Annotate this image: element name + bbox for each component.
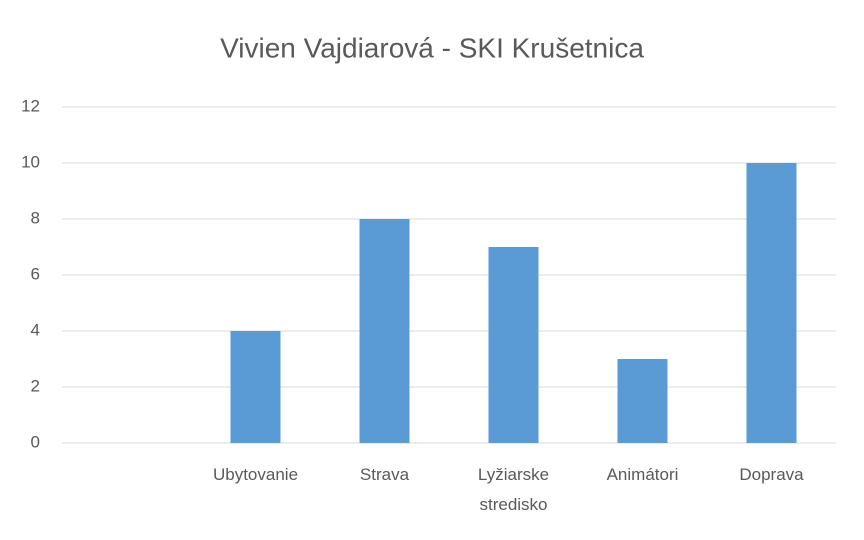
y-tick-label: 2 bbox=[31, 376, 40, 395]
bar bbox=[488, 247, 539, 443]
y-tick-label: 6 bbox=[31, 264, 40, 283]
y-tick-label: 10 bbox=[21, 152, 40, 171]
y-tick-label: 12 bbox=[21, 96, 40, 115]
bar bbox=[617, 359, 668, 443]
x-tick-label: Lyžiarske stredisko bbox=[477, 465, 550, 514]
bar bbox=[746, 163, 797, 443]
y-tick-label: 0 bbox=[31, 432, 40, 451]
y-tick-label: 4 bbox=[31, 320, 40, 339]
y-tick-label: 8 bbox=[31, 208, 40, 227]
x-tick-label: Doprava bbox=[739, 465, 804, 484]
chart-title: Vivien Vajdiarová - SKI Krušetnica bbox=[220, 32, 644, 63]
bar bbox=[230, 331, 281, 443]
x-tick-label: Ubytovanie bbox=[212, 465, 299, 484]
x-tick-label: Animátori bbox=[606, 465, 679, 484]
bar bbox=[359, 219, 410, 443]
x-tick-label: Strava bbox=[359, 465, 410, 484]
